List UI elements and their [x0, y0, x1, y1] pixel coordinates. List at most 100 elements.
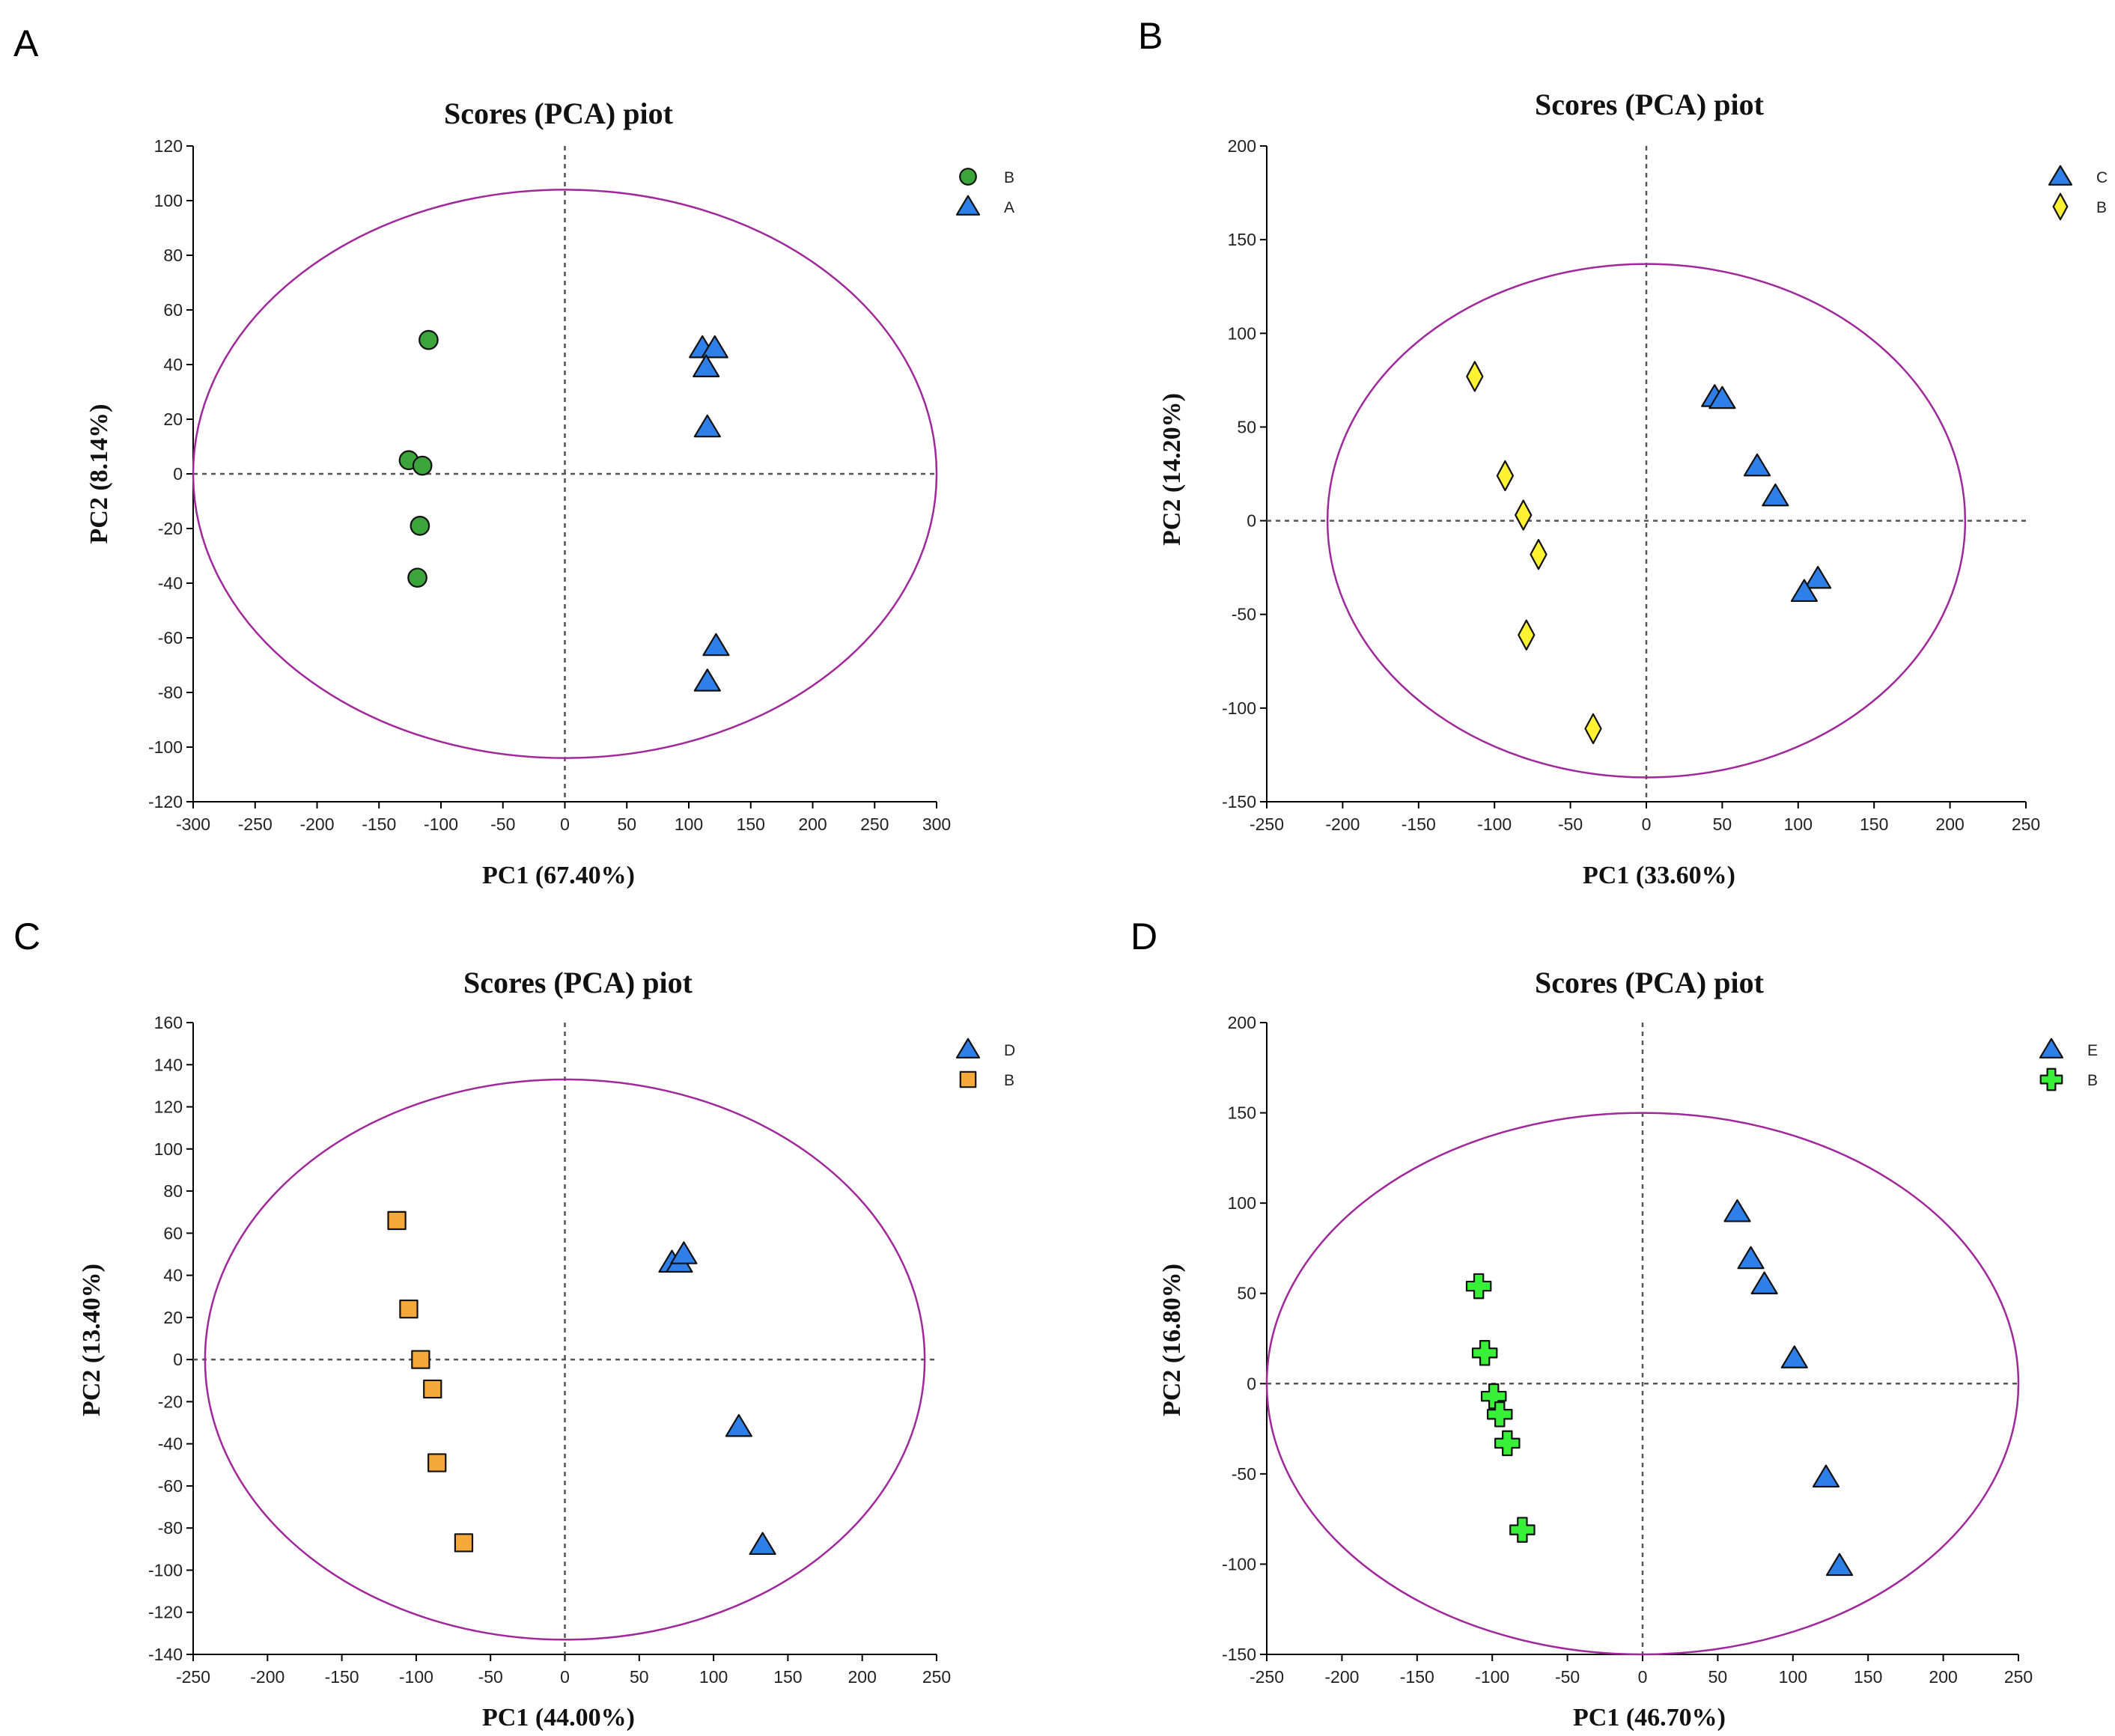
legend-label: D	[1004, 1042, 1015, 1059]
x-tick-label: 150	[773, 1667, 802, 1687]
legend-label: B	[1004, 1072, 1014, 1089]
data-point-cross	[1465, 1273, 1492, 1300]
data-point-triangle	[749, 1532, 776, 1556]
data-point-diamond	[1530, 538, 1548, 570]
x-tick-label: 0	[560, 1667, 570, 1687]
y-axis-label: PC2 (14.20%)	[1158, 393, 1186, 546]
x-tick-label: 0	[560, 814, 570, 834]
y-tick-label: 0	[173, 1350, 183, 1369]
y-tick-label: -100	[1222, 698, 1256, 718]
x-tick-label: -150	[362, 814, 396, 834]
x-axis-label: PC1 (46.70%)	[1573, 1704, 1726, 1732]
x-tick-label: -150	[1402, 814, 1436, 834]
x-tick-label: 250	[922, 1667, 951, 1687]
y-tick-label: 40	[163, 355, 183, 374]
x-tick-label: -250	[238, 814, 273, 834]
y-tick-label: 200	[1228, 1013, 1256, 1032]
data-point-cross	[1471, 1340, 1498, 1366]
x-tick-label: 150	[1854, 1667, 1882, 1687]
x-tick-label: -50	[478, 1667, 503, 1687]
y-tick-label: -120	[148, 792, 183, 811]
x-tick-label: 0	[1638, 1667, 1648, 1687]
data-point-triangle	[1723, 1199, 1751, 1222]
y-tick-label: 0	[1247, 1374, 1256, 1393]
y-tick-label: 150	[1228, 1103, 1256, 1123]
panel-letter: D	[1130, 916, 1157, 957]
data-point-diamond	[1584, 713, 1602, 745]
y-tick-label: 100	[1228, 323, 1256, 343]
data-point-square	[399, 1299, 419, 1319]
data-point-cross	[1509, 1517, 1536, 1543]
x-tick-label: -150	[1400, 1667, 1434, 1687]
y-axis-label: PC2 (16.80%)	[1158, 1264, 1186, 1416]
x-tick-label: -200	[1324, 1667, 1359, 1687]
data-point-triangle	[693, 414, 721, 438]
x-tick-label: 200	[1929, 1667, 1957, 1687]
y-tick-label: -80	[158, 1518, 183, 1538]
data-point-triangle	[725, 1413, 752, 1437]
chart-title: Scores (PCA) piot	[1535, 966, 1765, 999]
y-tick-label: -20	[158, 1392, 183, 1411]
chart-title: Scores (PCA) piot	[444, 97, 674, 130]
data-point-triangle	[1762, 483, 1789, 507]
data-point-diamond	[1518, 619, 1536, 651]
chart-title: Scores (PCA) piot	[1535, 88, 1765, 121]
chart-title: Scores (PCA) piot	[463, 966, 693, 999]
y-tick-label: -50	[1232, 605, 1256, 624]
y-tick-label: 0	[1247, 511, 1256, 531]
x-tick-label: 50	[630, 1667, 649, 1687]
y-tick-label: -150	[1222, 792, 1256, 811]
y-tick-label: -140	[148, 1645, 183, 1664]
y-tick-label: 80	[163, 1181, 183, 1201]
x-tick-label: -200	[250, 1667, 284, 1687]
y-tick-label: 0	[173, 464, 183, 484]
x-tick-label: -50	[490, 814, 515, 834]
x-tick-label: -250	[176, 1667, 210, 1687]
x-tick-label: 150	[737, 814, 765, 834]
x-tick-label: -100	[424, 814, 458, 834]
data-point-circle	[419, 329, 439, 350]
x-axis-label: PC1 (67.40%)	[482, 862, 635, 889]
x-tick-label: 100	[699, 1667, 728, 1687]
y-tick-label: 60	[163, 300, 183, 320]
x-tick-label: -100	[1475, 1667, 1509, 1687]
data-point-triangle	[1708, 386, 1736, 409]
x-tick-label: 100	[675, 814, 703, 834]
confidence-ellipse	[1265, 1112, 2020, 1656]
confidence-ellipse	[192, 189, 938, 759]
y-tick-label: 160	[154, 1013, 183, 1032]
x-tick-label: 100	[1784, 814, 1813, 834]
data-point-triangle	[702, 633, 730, 657]
data-point-triangle	[1812, 1464, 1840, 1488]
y-tick-label: 50	[1237, 417, 1256, 436]
panel-letter: C	[13, 916, 40, 957]
y-tick-label: 120	[154, 136, 183, 156]
y-tick-label: -60	[158, 628, 183, 648]
x-tick-label: 300	[922, 814, 951, 834]
legend-label: C	[2096, 169, 2108, 186]
panel-letter: B	[1138, 15, 1163, 57]
y-tick-label: -100	[1222, 1554, 1256, 1574]
data-point-square	[423, 1379, 442, 1399]
x-tick-label: -100	[399, 1667, 433, 1687]
y-tick-label: 60	[163, 1223, 183, 1243]
x-tick-label: -300	[176, 814, 210, 834]
y-tick-label: 200	[1228, 136, 1256, 156]
legend-label: B	[2096, 199, 2107, 216]
data-point-square	[411, 1350, 430, 1369]
x-tick-label: -50	[1555, 1667, 1580, 1687]
x-tick-label: -250	[1250, 814, 1284, 834]
data-point-triangle	[693, 668, 721, 692]
data-point-circle	[407, 567, 427, 588]
x-tick-label: 50	[1708, 1667, 1728, 1687]
legend-marker-circle	[959, 168, 977, 186]
legend-label: B	[1004, 169, 1014, 186]
data-point-diamond	[1496, 460, 1515, 492]
data-point-triangle	[1743, 453, 1771, 477]
legend-marker-cross	[2039, 1068, 2063, 1091]
y-tick-label: -150	[1222, 1645, 1256, 1664]
x-tick-label: -50	[1558, 814, 1583, 834]
y-tick-label: -50	[1232, 1464, 1256, 1484]
